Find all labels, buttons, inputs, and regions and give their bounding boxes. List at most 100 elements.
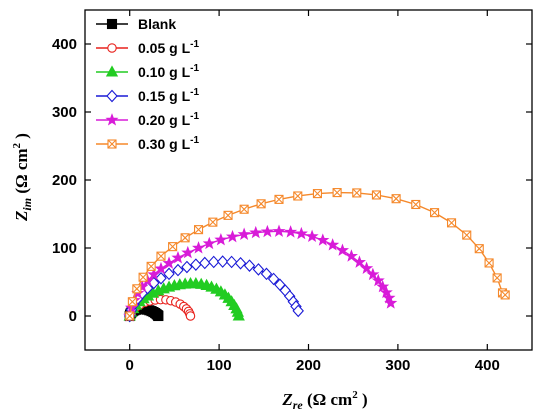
data-point [146,261,156,271]
x-tick-label: 0 [126,357,134,374]
legend-label: 0.10 g L-1 [138,63,199,80]
data-point [335,243,350,256]
legend-item-5: 0.30 g L-1 [96,135,199,152]
data-point [376,279,390,293]
data-point [256,199,266,209]
data-point [371,190,381,200]
legend-marker [105,65,119,77]
data-point [208,217,218,227]
data-point [127,297,137,307]
x-tick-label: 400 [475,357,500,374]
data-point [316,233,330,246]
legend-marker [105,113,119,126]
data-point [125,311,135,321]
data-point [384,296,398,309]
data-point [172,263,184,277]
data-point [180,233,190,243]
y-tick-label: 400 [52,36,77,53]
data-point [207,255,220,269]
data-point [391,194,401,204]
axis-ticks: 0 100 200 300 400 0 100 200 300 400 [52,10,532,374]
data-point [274,194,284,204]
legend-label: 0.05 g L-1 [138,39,199,56]
data-point [366,267,380,281]
data-point [243,259,256,272]
x-tick-label: 100 [207,357,232,374]
data-point [154,261,168,275]
data-point [199,256,211,270]
data-point [132,284,142,294]
x-tick-label: 300 [385,357,410,374]
y-tick-label: 0 [69,308,77,325]
data-point [181,260,193,274]
data-point [223,210,233,220]
legend-label: 0.15 g L-1 [138,87,199,104]
data-point [352,188,362,198]
data-point [225,255,238,269]
y-tick-label: 300 [52,104,77,121]
x-tick-label: 200 [296,357,321,374]
data-point [332,188,342,198]
data-point [181,245,195,259]
data-point [411,199,421,210]
data-point [249,225,263,239]
data-point [326,238,340,251]
data-point [239,204,249,214]
legend-label: Blank [138,16,176,32]
data-point [292,304,304,318]
data-point [155,271,167,285]
data-point [162,256,176,269]
data-point [163,267,175,281]
data-point [234,256,247,270]
legend: Blank 0.05 g L-1 0.10 g L-1 0.15 g L-1 0.20 … [96,16,199,152]
data-point [153,310,164,322]
legend-item-4: 0.20 g L-1 [96,111,199,128]
data-point [360,261,374,274]
legend-label: 0.20 g L-1 [138,111,199,128]
data-point [260,224,274,238]
data-point [344,249,358,262]
data-point [185,311,196,321]
data-point [484,258,494,268]
data-point [462,230,472,240]
legend-item-3: 0.15 g L-1 [96,87,199,104]
data-point [352,255,366,268]
data-point [252,263,265,276]
series-5 [125,188,510,321]
y-axis-title: Zim (Ω cm2 ) [11,133,34,222]
data-point [294,226,308,240]
data-point [500,290,510,300]
data-point [168,242,178,252]
data-point [305,229,319,242]
legend-marker [107,43,117,53]
legend-item-2: 0.10 g L-1 [96,63,199,80]
legend-marker [106,18,118,30]
data-point [202,236,216,250]
legend-item-1: 0.05 g L-1 [96,39,199,56]
data-point [225,229,240,243]
data-point [260,267,273,281]
data-point [474,244,484,254]
data-point [371,273,385,287]
data-point [382,291,396,304]
data-point [156,251,166,261]
data-point [138,272,148,282]
data-point [379,285,393,299]
data-point [193,225,204,235]
data-point [216,255,229,268]
data-point [232,309,245,321]
data-point [192,241,206,254]
legend-marker [106,89,118,103]
y-tick-label: 100 [52,240,77,257]
x-axis-title: Zre (Ω cm2 ) [281,389,367,412]
data-point [293,191,303,201]
y-tick-label: 200 [52,172,77,189]
data-point [272,224,286,237]
legend-marker [107,139,117,149]
data-point [214,232,228,246]
series-layer [123,188,510,323]
data-point [284,225,298,238]
data-point [171,250,185,264]
data-point [492,273,502,283]
